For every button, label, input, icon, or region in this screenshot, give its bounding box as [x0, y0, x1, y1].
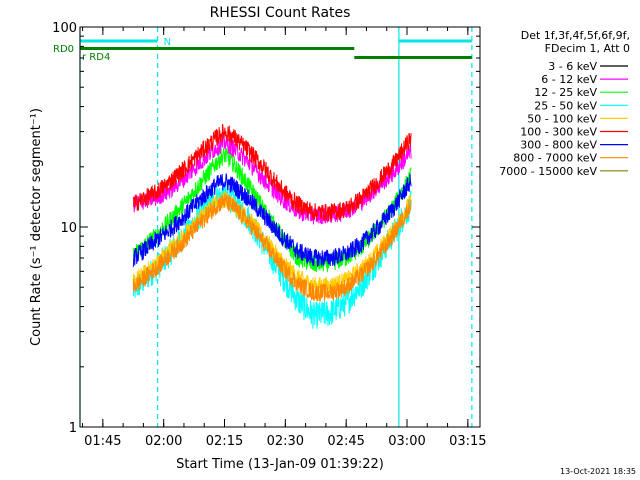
overlay-annotations: N RD0 r RD4	[53, 27, 473, 427]
legend-label: 100 - 300 keV	[520, 126, 597, 139]
x-tick-label: 02:45	[327, 434, 364, 449]
series-300-800keV	[132, 172, 412, 267]
legend-label: 800 - 7000 keV	[513, 152, 597, 165]
y-tick-label: 10	[60, 221, 77, 236]
series-25-50keV	[132, 181, 412, 329]
legend: Det 1f,3f,4f,5f,6f,9f, FDecim 1, Att 0 3…	[499, 29, 630, 178]
y-axis: 1 10 100	[52, 21, 480, 436]
legend-header-line-2: FDecim 1, Att 0	[545, 42, 630, 55]
legend-label: 50 - 100 keV	[527, 112, 597, 125]
n-band-label: N	[164, 37, 171, 48]
legend-label: 7000 - 15000 keV	[499, 165, 597, 178]
series-line	[133, 123, 412, 222]
rd0-label: RD0	[53, 44, 74, 55]
legend-label: 6 - 12 keV	[541, 73, 597, 86]
legend-label: 12 - 25 keV	[534, 86, 597, 99]
series-line	[132, 181, 412, 329]
series-800-7000keV	[132, 193, 412, 302]
series-layer	[132, 123, 412, 329]
legend-label: 3 - 6 keV	[548, 60, 597, 73]
date-stamp: 13-Oct-2021 18:35	[560, 467, 636, 476]
series-line	[132, 172, 412, 267]
legend-header-line-1: Det 1f,3f,4f,5f,6f,9f,	[521, 29, 630, 42]
x-axis: 01:45 02:00 02:15 02:30 02:45 03:00 03:15	[82, 27, 487, 449]
chart-title: RHESSI Count Rates	[210, 5, 351, 21]
x-tick-label: 03:00	[388, 434, 425, 449]
x-tick-label: 02:30	[267, 434, 304, 449]
x-tick-label: 01:45	[84, 434, 121, 449]
legend-label: 25 - 50 keV	[534, 99, 597, 112]
x-tick-label: 03:15	[449, 434, 486, 449]
series-line	[132, 193, 412, 302]
x-tick-label: 02:00	[145, 434, 182, 449]
rd4-label: r RD4	[82, 52, 110, 63]
x-tick-label: 02:15	[206, 434, 243, 449]
y-tick-label: 100	[52, 21, 77, 36]
legend-label: 300 - 800 keV	[520, 139, 597, 152]
y-axis-label: Count Rate (s⁻¹ detector segment⁻¹)	[29, 108, 44, 346]
x-axis-label: Start Time (13-Jan-09 01:39:22)	[176, 457, 384, 472]
series-100-300keV	[133, 123, 412, 222]
y-tick-label: 1	[69, 421, 77, 436]
